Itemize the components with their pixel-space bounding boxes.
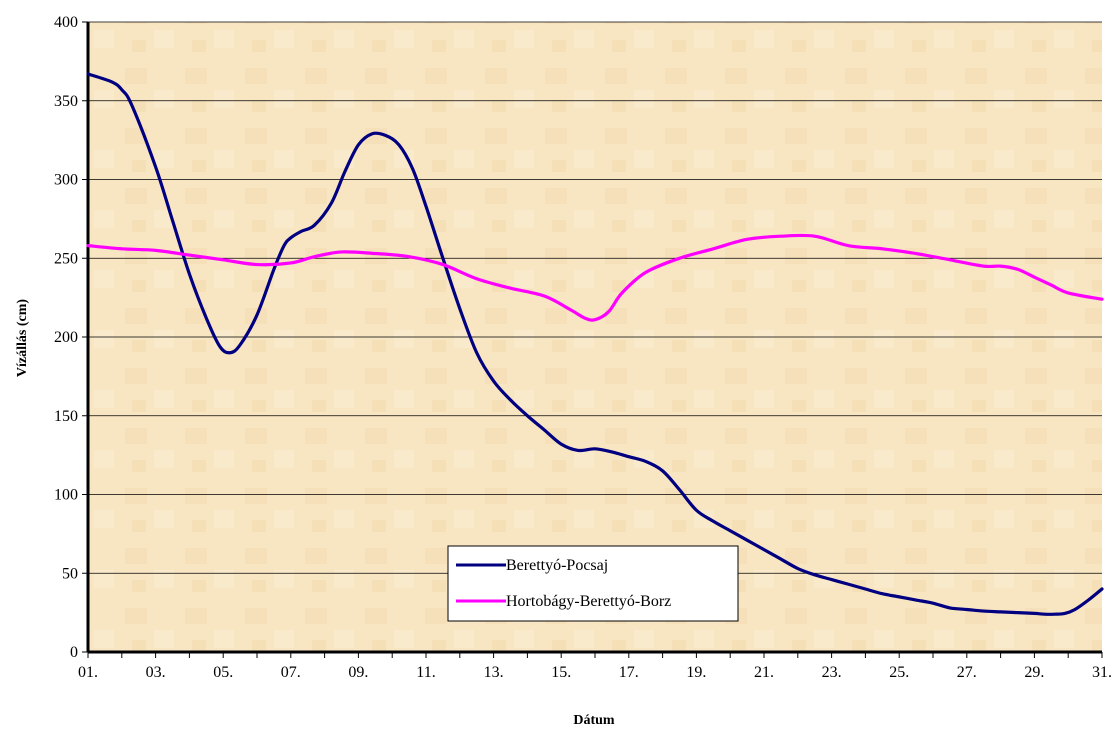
- x-tick-label-21: 21.: [754, 664, 774, 681]
- y-tick-label-400: 400: [54, 14, 78, 31]
- y-tick-label-250: 250: [54, 250, 78, 267]
- legend: Berettyó-Pocsaj Hortobágy-Berettyó-Borz: [447, 545, 739, 622]
- x-tick-label-15: 15.: [551, 664, 571, 681]
- x-tick-label-13: 13.: [484, 664, 504, 681]
- y-tick-label-300: 300: [54, 172, 78, 189]
- y-tick-label-50: 50: [62, 565, 78, 582]
- y-tick-labels: 0 50 100 150 200 250 300 350 400: [54, 14, 78, 661]
- axes: [82, 21, 1103, 658]
- x-tick-label-29: 29.: [1024, 664, 1044, 681]
- y-tick-label-100: 100: [54, 487, 78, 504]
- x-axis-title: Dátum: [573, 713, 615, 728]
- y-tick-label-350: 350: [54, 93, 78, 110]
- legend-label-hortobagy-berettyo-borz: Hortobágy-Berettyó-Borz: [506, 593, 671, 610]
- gridlines: [88, 21, 1102, 574]
- x-tick-label-03: 03.: [146, 664, 166, 681]
- series-lines: [86, 72, 1104, 616]
- x-tick-label-17: 17.: [619, 664, 639, 681]
- series-line-hortobagy-berettyo-borz: [86, 233, 1104, 322]
- x-tick-label-27: 27.: [957, 664, 977, 681]
- x-tick-label-05: 05.: [213, 664, 233, 681]
- x-tick-label-07: 07.: [281, 664, 301, 681]
- x-tick-label-31: 31.: [1092, 664, 1112, 681]
- y-tick-label-200: 200: [54, 329, 78, 346]
- x-tick-label-25: 25.: [889, 664, 909, 681]
- x-tick-label-19: 19.: [686, 664, 706, 681]
- y-tick-label-150: 150: [54, 408, 78, 425]
- series-line-berettyo-pocsaj: [86, 72, 1104, 616]
- x-tick-label-09: 09.: [348, 664, 368, 681]
- x-tick-label-11: 11.: [416, 664, 435, 681]
- legend-box: [447, 545, 739, 622]
- y-axis-title: Vízállás (cm): [15, 299, 30, 377]
- x-tick-label-01: 01.: [78, 664, 98, 681]
- x-tick-labels: 01. 03. 05. 07. 09. 11. 13. 15. 17. 19. 21. 23. 25. 2…: [78, 664, 1112, 681]
- y-tick-label-0: 0: [70, 644, 78, 661]
- legend-label-berettyo-pocsaj: Berettyó-Pocsaj: [506, 557, 608, 574]
- x-tick-label-23: 23.: [822, 664, 842, 681]
